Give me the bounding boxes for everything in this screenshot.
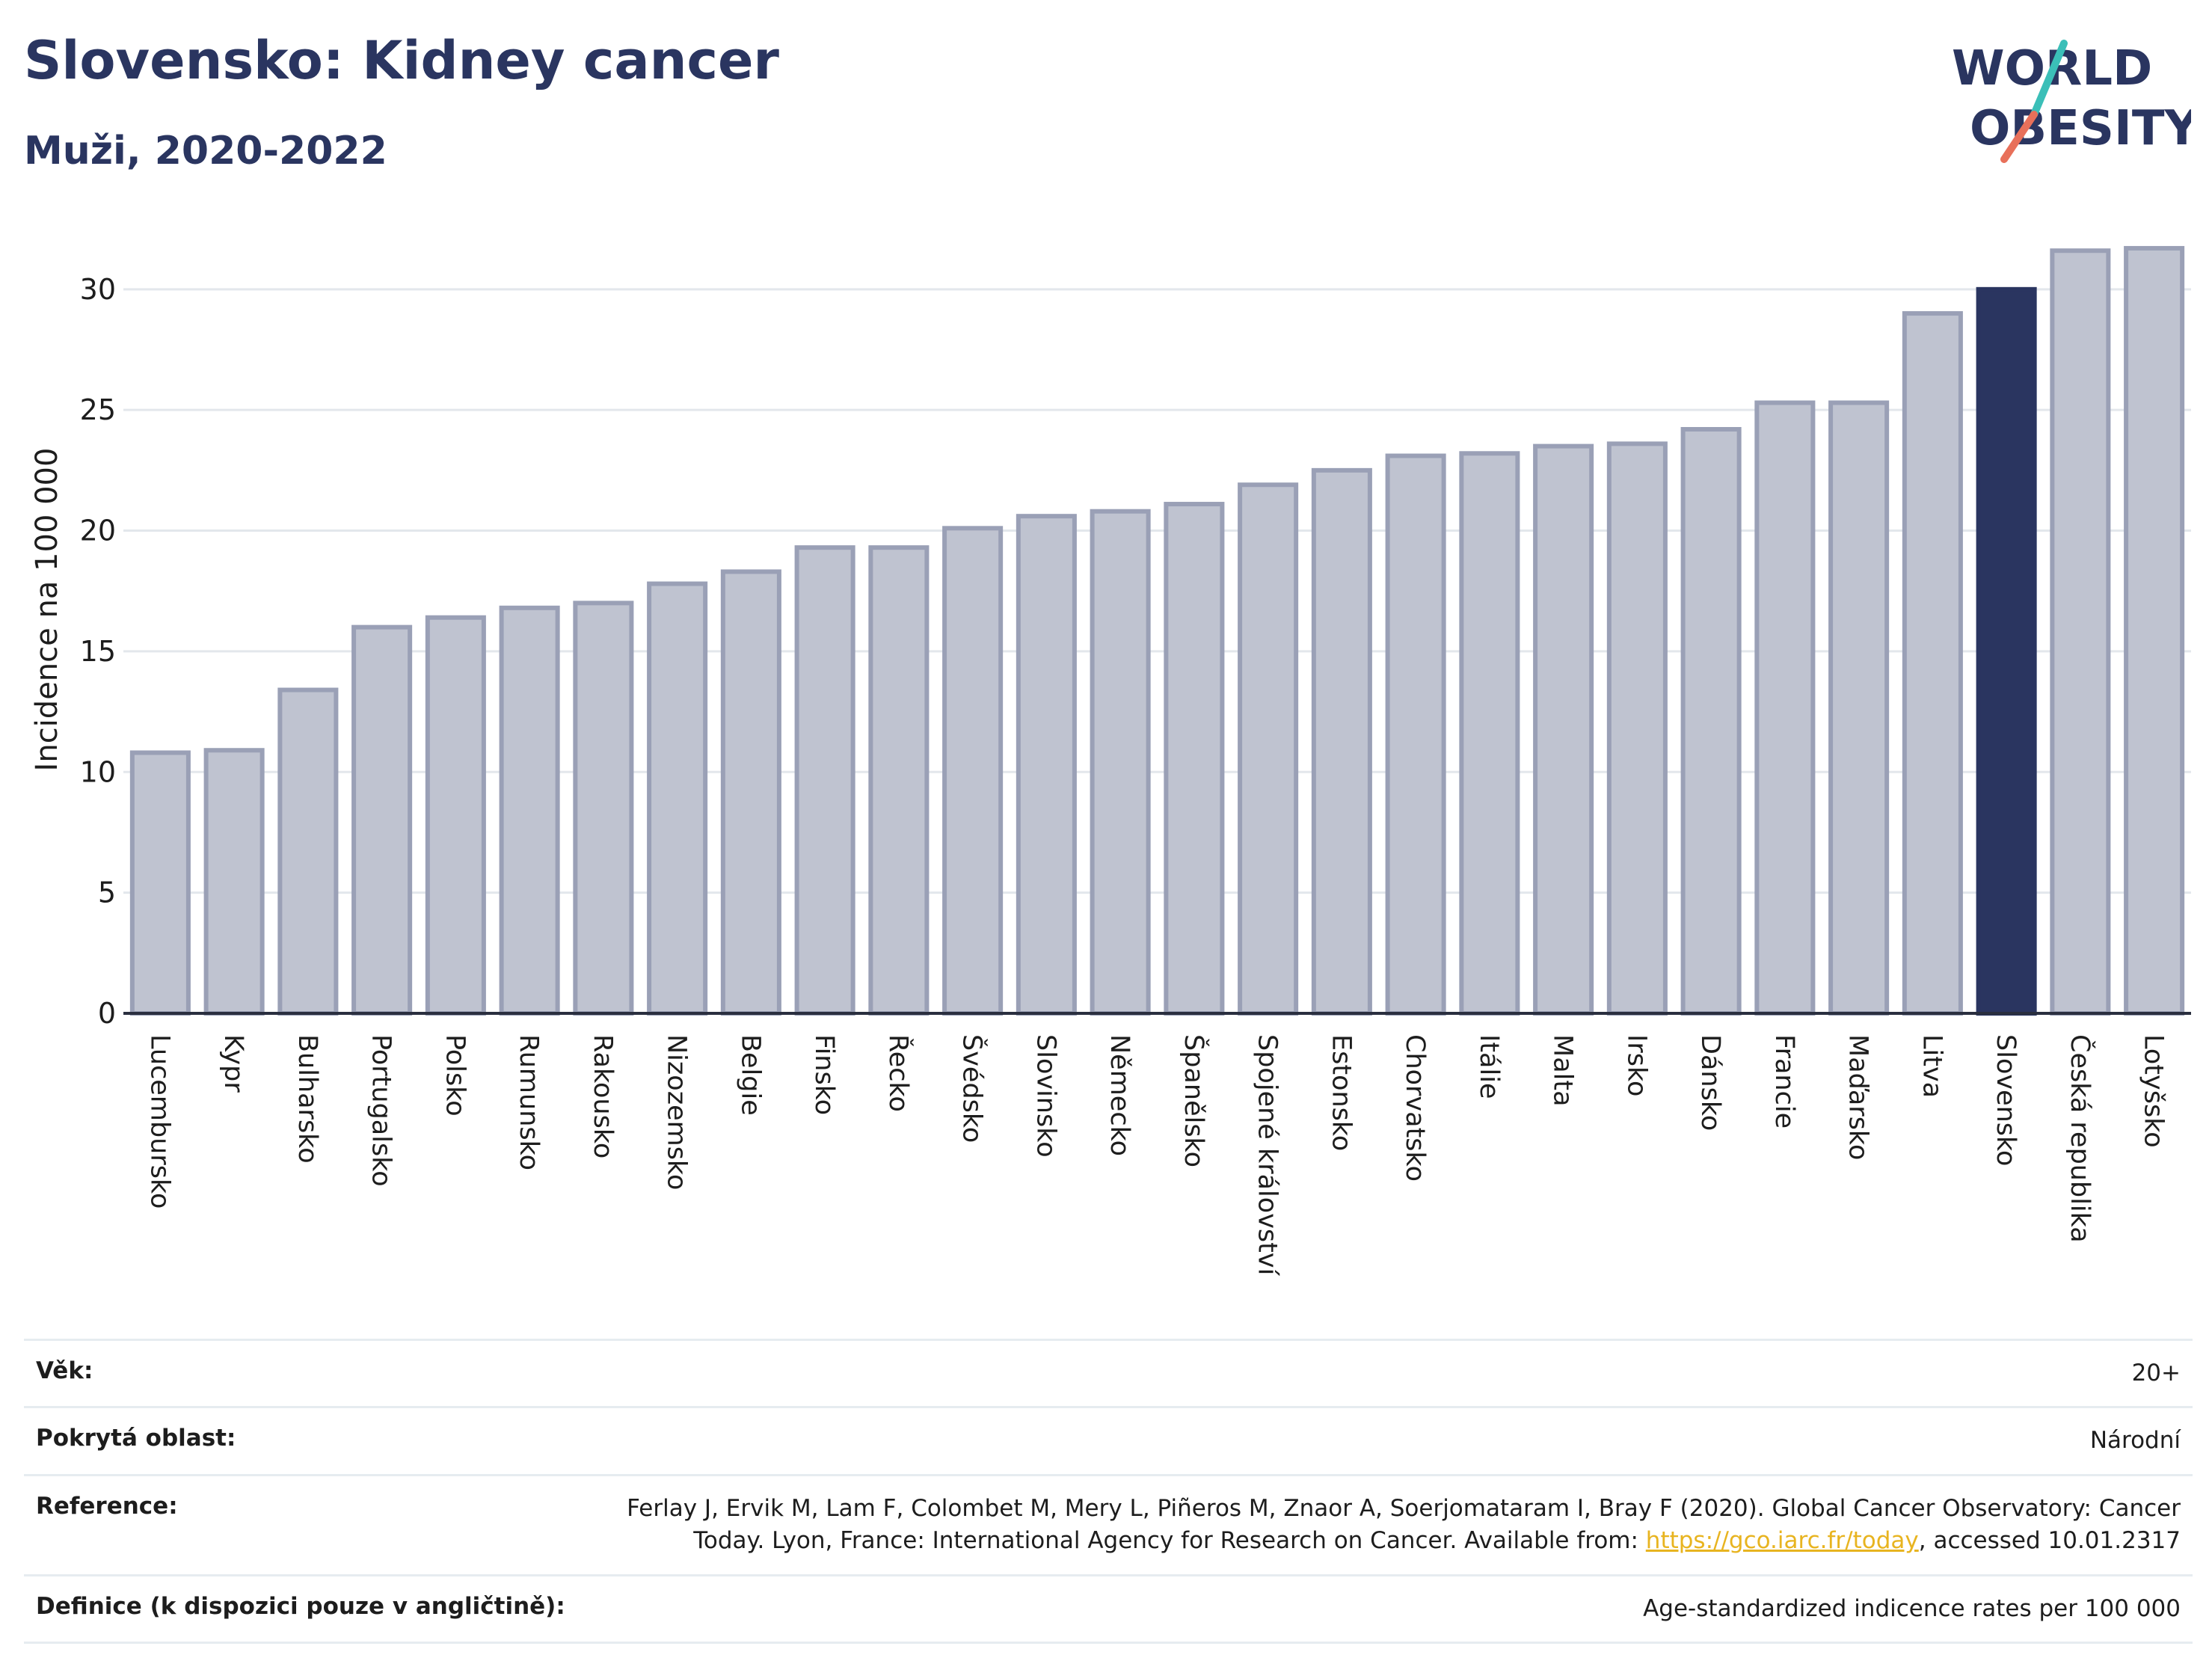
- x-category-label: Dánsko: [1695, 1034, 1725, 1131]
- bar-0[interactable]: [129, 750, 191, 1016]
- bar-5[interactable]: [499, 605, 560, 1016]
- reference-text-2: Today. Lyon, France: International Agenc…: [693, 1527, 1646, 1555]
- bar-21[interactable]: [1680, 427, 1742, 1016]
- x-category-label: Malta: [1548, 1034, 1578, 1107]
- bar-15[interactable]: [1238, 482, 1299, 1016]
- bar-20[interactable]: [1606, 441, 1668, 1016]
- info-row-age: Věk: 20+: [24, 1339, 2193, 1406]
- bar-19[interactable]: [1533, 443, 1594, 1016]
- world-obesity-logo: WORLD OBESITY: [1952, 40, 2191, 163]
- x-category-label: Maďarsko: [1843, 1034, 1873, 1160]
- logo-slash-coral: [2000, 111, 2038, 163]
- info-row-definition: Definice (k dispozici pouze v angličtině…: [24, 1573, 2193, 1644]
- y-tick-label: 0: [98, 997, 116, 1030]
- bar-23[interactable]: [1828, 400, 1890, 1016]
- bar-12[interactable]: [1016, 514, 1077, 1016]
- bar-3[interactable]: [351, 624, 413, 1016]
- definition-label: Definice (k dispozici pouze v angličtině…: [36, 1592, 565, 1620]
- reference-value: Ferlay J, Ervik M, Lam F, Colombet M, Me…: [627, 1493, 2181, 1558]
- x-category-label: Lotyšsko: [2139, 1034, 2169, 1148]
- y-axis-title: Incidence na 100 000: [30, 448, 64, 772]
- bar-13[interactable]: [1090, 509, 1151, 1016]
- reference-text-3: , accessed 10.01.2317: [1918, 1527, 2181, 1555]
- age-value: 20+: [2131, 1360, 2181, 1387]
- bar-14[interactable]: [1164, 502, 1225, 1016]
- area-value: Národní: [2089, 1427, 2181, 1455]
- bar-9[interactable]: [794, 545, 855, 1016]
- x-category-label: Slovensko: [1991, 1034, 2021, 1166]
- y-tick-label: 30: [80, 273, 116, 306]
- bar-11[interactable]: [942, 526, 1004, 1016]
- area-label: Pokrytá oblast:: [36, 1425, 236, 1452]
- y-tick-label: 5: [98, 876, 116, 909]
- y-tick-label: 10: [80, 755, 116, 788]
- bar-27[interactable]: [2124, 245, 2185, 1016]
- x-category-label: Finsko: [809, 1034, 839, 1115]
- x-category-label: Belgie: [735, 1034, 765, 1116]
- x-category-label: Chorvatsko: [1400, 1034, 1430, 1182]
- logo-slash-teal: [2030, 40, 2068, 118]
- reference-text-1: Ferlay J, Ervik M, Lam F, Colombet M, Me…: [627, 1494, 2181, 1522]
- bar-7[interactable]: [647, 581, 708, 1016]
- bar-2[interactable]: [277, 687, 339, 1016]
- x-category-label: Slovinsko: [1030, 1034, 1060, 1158]
- x-category-label: Německo: [1105, 1034, 1134, 1156]
- bar-24[interactable]: [1902, 311, 1963, 1016]
- bar-18[interactable]: [1459, 451, 1520, 1016]
- age-label: Věk:: [36, 1357, 93, 1384]
- bar-25[interactable]: [1976, 286, 2037, 1016]
- x-category-label: Řecko: [883, 1034, 915, 1112]
- x-category-label: Rakousko: [588, 1034, 618, 1158]
- info-row-reference: Reference: Ferlay J, Ervik M, Lam F, Col…: [24, 1473, 2193, 1574]
- x-category-label: Nizozemsko: [662, 1034, 692, 1190]
- x-category-label: Lucembursko: [144, 1034, 174, 1209]
- x-category-label: Francie: [1769, 1034, 1799, 1129]
- chart-subtitle: Muži, 2020-2022: [24, 129, 387, 174]
- bar-1[interactable]: [203, 748, 265, 1016]
- y-tick-labels: 0 5 10 15 20 25 30: [80, 273, 116, 1030]
- bar-17[interactable]: [1385, 453, 1446, 1016]
- logo-text-obesity: OBESITY: [1970, 101, 2191, 156]
- x-category-label: Polsko: [440, 1034, 470, 1117]
- x-category-label: Rumunsko: [514, 1034, 544, 1170]
- x-category-label: Kypr: [218, 1034, 248, 1093]
- bar-8[interactable]: [720, 569, 781, 1016]
- x-category-label: Španělsko: [1179, 1034, 1210, 1167]
- bar-16[interactable]: [1311, 467, 1372, 1016]
- y-tick-label: 25: [80, 393, 116, 426]
- x-category-label: Portugalsko: [366, 1034, 396, 1187]
- reference-label: Reference:: [36, 1492, 178, 1520]
- bar-chart: 0 5 10 15 20 25 30 Lucembursko Kypr Bulharsko Por…: [30, 245, 2191, 1277]
- info-table: Věk: 20+ Pokrytá oblast: Národní Referen…: [24, 1339, 2193, 1644]
- bar-10[interactable]: [868, 545, 930, 1016]
- x-category-label: Česká republika: [2065, 1034, 2096, 1243]
- x-category-label: Itálie: [1474, 1034, 1504, 1099]
- y-tick-label: 20: [80, 515, 116, 547]
- y-tick-label: 15: [80, 635, 116, 668]
- x-category-label: Bulharsko: [292, 1034, 322, 1164]
- info-row-area: Pokrytá oblast: Národní: [24, 1406, 2193, 1473]
- x-category-label: Irsko: [1621, 1034, 1651, 1096]
- reference-link[interactable]: https://gco.iarc.fr/today: [1645, 1527, 1919, 1555]
- bar-26[interactable]: [2050, 248, 2111, 1016]
- x-category-labels: Lucembursko Kypr Bulharsko Portugalsko Polsk…: [144, 1034, 2168, 1277]
- definition-value: Age-standardized indicence rates per 100…: [1643, 1594, 2181, 1622]
- bars: [129, 245, 2185, 1016]
- bar-6[interactable]: [573, 601, 634, 1016]
- x-category-label: Švédsko: [957, 1034, 989, 1143]
- chart-title: Slovensko: Kidney cancer: [24, 30, 779, 91]
- bar-22[interactable]: [1754, 400, 1816, 1016]
- x-category-label: Spojené království: [1253, 1034, 1282, 1277]
- bar-4[interactable]: [425, 615, 486, 1016]
- x-category-label: Estonsko: [1326, 1034, 1356, 1151]
- x-category-label: Litva: [1917, 1034, 1947, 1098]
